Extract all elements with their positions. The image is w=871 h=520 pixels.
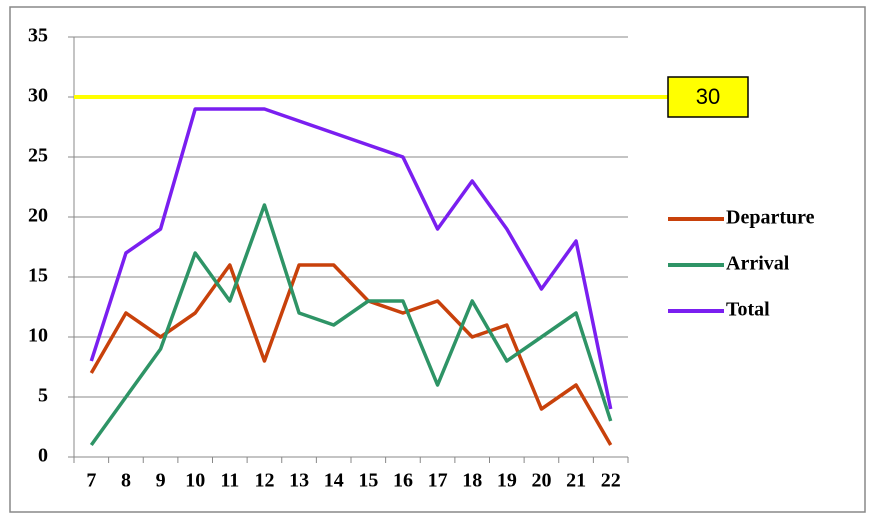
y-tick-label: 35: [28, 25, 48, 47]
reference-label: 30: [696, 84, 720, 109]
x-tick-label: 15: [358, 470, 378, 492]
y-tick-label: 30: [28, 85, 48, 107]
x-tick-label: 11: [220, 470, 239, 492]
legend-label: Total: [726, 299, 770, 321]
series-line: [89, 263, 613, 446]
x-tick-label: 10: [185, 470, 205, 492]
y-tick-label: 15: [28, 265, 48, 287]
x-tick-label: 19: [497, 470, 517, 492]
x-tick-label: 18: [462, 470, 482, 492]
y-tick-label: 25: [28, 145, 48, 167]
x-tick-label: 9: [156, 470, 166, 492]
legend-label: Arrival: [726, 253, 790, 275]
x-tick-label: 13: [289, 470, 309, 492]
x-tick-label: 17: [428, 470, 448, 492]
series-line: [89, 203, 613, 447]
x-tick-label: 21: [566, 470, 586, 492]
x-tick-label: 12: [254, 470, 274, 492]
x-tick-label: 8: [121, 470, 131, 492]
x-tick-label: 14: [324, 470, 344, 492]
y-tick-label: 10: [28, 325, 48, 347]
y-tick-label: 0: [38, 445, 48, 467]
x-tick-label: 16: [393, 470, 413, 492]
x-tick-label: 7: [86, 470, 96, 492]
reference-box: [667, 76, 749, 118]
x-tick-label: 20: [531, 470, 551, 492]
legend-label: Departure: [726, 207, 815, 229]
y-tick-label: 20: [28, 205, 48, 227]
series-line: [89, 107, 613, 410]
x-tick-label: 22: [601, 470, 621, 492]
y-tick-label: 5: [38, 385, 48, 407]
